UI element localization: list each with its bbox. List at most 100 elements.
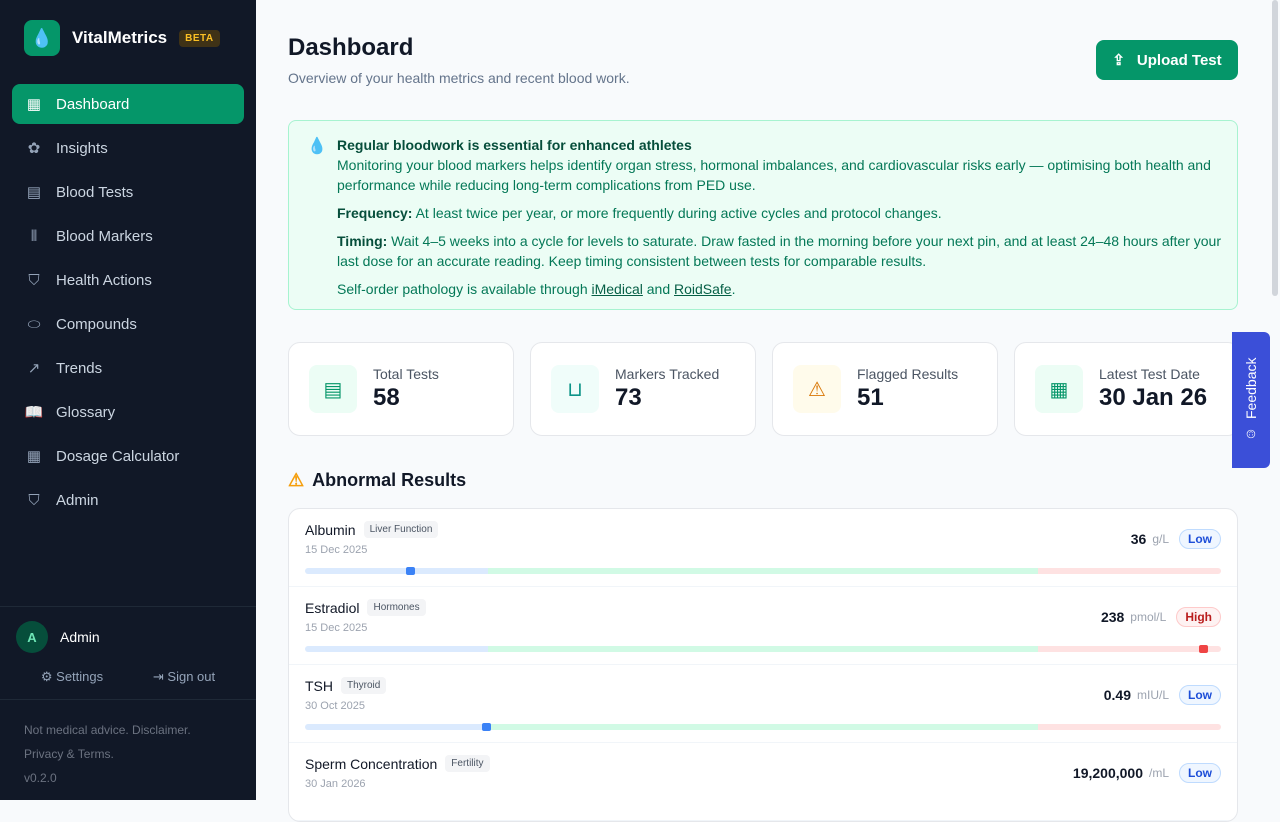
stat-card: ⊔ Markers Tracked 73 — [530, 342, 756, 436]
sidebar-item-blood-markers[interactable]: ⫴ Blood Markers — [12, 216, 244, 256]
and-text: and — [642, 281, 674, 297]
period: . — [731, 281, 736, 297]
brand[interactable]: 💧 VitalMetrics BETA — [0, 0, 256, 76]
sidebar-item-label: Blood Markers — [56, 227, 153, 245]
abnormal-results-list: Albumin Liver Function 15 Dec 2025 36 g/L Low… — [288, 508, 1238, 822]
frequency-text: At least twice per year, or more frequen… — [412, 205, 942, 221]
marker-value: 238 — [1100, 609, 1125, 625]
marker-name: TSH — [305, 677, 333, 694]
grid-icon: ▦ — [26, 96, 42, 113]
marker-unit: pmol/L — [1130, 610, 1167, 624]
sidebar-item-health-actions[interactable]: ⛉ Health Actions — [12, 260, 244, 300]
sidebar-item-label: Health Actions — [56, 271, 152, 289]
feedback-tab[interactable]: ☺ Feedback — [1232, 332, 1270, 468]
calendar-icon: ▦ — [1035, 365, 1083, 413]
order-text: Self-order pathology is available throug… — [337, 281, 592, 297]
beaker-icon: ⊔ — [551, 365, 599, 413]
sidebar-item-label: Dosage Calculator — [56, 447, 180, 465]
stats-row: ▤ Total Tests 58 ⊔ Markers Tracked 73 ⚠ Flagged… — [288, 342, 1240, 436]
stat-value: 51 — [857, 384, 884, 411]
sidebar-item-dosage-calculator[interactable]: ▦ Dosage Calculator — [12, 436, 244, 476]
beta-badge: BETA — [179, 29, 220, 47]
marker-value: 0.49 — [1103, 687, 1131, 703]
logo-drop-icon: 💧 — [24, 20, 60, 56]
table-row[interactable]: Albumin Liver Function 15 Dec 2025 36 g/L Low — [289, 509, 1237, 587]
page-subtitle: Overview of your health metrics and rece… — [288, 70, 630, 86]
settings-label: Settings — [56, 669, 104, 684]
info-title: Regular bloodwork is essential for enhan… — [337, 137, 692, 153]
gear-icon: ⚙ — [40, 669, 57, 684]
pill-icon: ⬭ — [27, 315, 41, 333]
abnormal-title: Abnormal Results — [312, 470, 467, 490]
sign-out-label: Sign out — [167, 669, 216, 684]
category-tag: Hormones — [367, 599, 426, 616]
test-date: 15 Dec 2025 — [305, 544, 368, 556]
info-timing: Timing: Wait 4–5 weeks into a cycle for … — [337, 231, 1221, 271]
sidebar-item-glossary[interactable]: 📖 Glossary — [12, 392, 244, 432]
timing-label: Timing: — [337, 233, 388, 249]
status-badge: Low — [1179, 685, 1221, 705]
file-text-icon: ▤ — [26, 184, 42, 201]
range-bar — [305, 646, 1221, 652]
sign-out-button[interactable]: ⇥ Sign out — [153, 669, 215, 685]
status-badge: Low — [1179, 763, 1221, 783]
feedback-label: Feedback — [1243, 357, 1259, 419]
sidebar-item-dashboard[interactable]: ▦ Dashboard — [12, 84, 244, 124]
stat-label: Markers Tracked — [615, 366, 720, 382]
user-name: Admin — [60, 629, 100, 645]
marker-unit: /mL — [1148, 766, 1169, 780]
sidebar-item-insights[interactable]: ✿ Insights — [12, 128, 244, 168]
test-date: 15 Dec 2025 — [305, 622, 368, 634]
brain-icon: ✿ — [27, 140, 41, 157]
marker-unit: mIU/L — [1136, 688, 1169, 702]
sidebar: 💧 VitalMetrics BETA ▦ Dashboard ✿ Insights ▤… — [0, 0, 256, 800]
settings-button[interactable]: ⚙ Settings — [41, 669, 103, 685]
sidebar-nav: ▦ Dashboard ✿ Insights ▤ Blood Tests ⫴ Blood Ma… — [0, 76, 256, 532]
stat-value: 58 — [373, 384, 400, 411]
abnormal-results-heading: ⚠ Abnormal Results — [288, 470, 466, 491]
stat-card: ▤ Total Tests 58 — [288, 342, 514, 436]
calculator-icon: ▦ — [26, 448, 42, 465]
upload-test-button[interactable]: ⇪ Upload Test — [1096, 40, 1238, 80]
marker-unit: g/L — [1152, 532, 1169, 546]
frequency-label: Frequency: — [337, 205, 413, 221]
user-panel: A Admin ⚙ Settings ⇥ Sign out — [0, 606, 256, 699]
shield-icon: ⛉ — [28, 491, 40, 509]
stat-card: ⚠ Flagged Results 51 — [772, 342, 998, 436]
privacy-link[interactable]: Privacy & Terms. — [24, 747, 114, 761]
sidebar-item-label: Insights — [56, 139, 108, 157]
test-date: 30 Oct 2025 — [305, 700, 365, 712]
imedical-link[interactable]: iMedical — [591, 281, 643, 297]
sidebar-item-label: Compounds — [56, 315, 137, 333]
sidebar-item-blood-tests[interactable]: ▤ Blood Tests — [12, 172, 244, 212]
table-row[interactable]: Sperm Concentration Fertility 30 Jan 2026 1… — [289, 743, 1237, 821]
page-title: Dashboard — [288, 34, 414, 61]
table-row[interactable]: Estradiol Hormones 15 Dec 2025 238 pmol/L Hig… — [289, 587, 1237, 665]
stat-value: 73 — [615, 384, 642, 411]
upload-icon: ⇪ — [1112, 52, 1125, 69]
marker-value: 36 — [1130, 531, 1147, 547]
roidsafe-link[interactable]: RoidSafe — [674, 281, 732, 297]
trending-up-icon: ↗ — [27, 360, 41, 377]
sidebar-item-compounds[interactable]: ⬭ Compounds — [12, 304, 244, 344]
shield-check-icon: ⛉ — [28, 271, 40, 289]
avatar: A — [16, 621, 48, 653]
sidebar-item-label: Dashboard — [56, 95, 130, 113]
disclaimer-link[interactable]: Not medical advice. Disclaimer. — [24, 723, 191, 737]
marker-value: 19,200,000 — [1072, 765, 1143, 781]
version: v0.2.0 — [24, 771, 57, 785]
category-tag: Thyroid — [341, 677, 387, 694]
scrollbar[interactable] — [1272, 0, 1278, 296]
range-bar — [305, 568, 1221, 574]
sidebar-item-label: Admin — [56, 491, 99, 509]
value-marker — [406, 567, 416, 575]
stat-label: Total Tests — [373, 366, 439, 382]
sidebar-item-trends[interactable]: ↗ Trends — [12, 348, 244, 388]
info-frequency: Frequency: At least twice per year, or m… — [337, 203, 1221, 223]
sidebar-item-admin[interactable]: ⛉ Admin — [12, 480, 244, 520]
app-name: VitalMetrics — [72, 28, 168, 47]
droplets-icon: 💧 — [307, 138, 327, 155]
marker-name: Sperm Concentration — [305, 755, 438, 772]
table-row[interactable]: TSH Thyroid 30 Oct 2025 0.49 mIU/L Low — [289, 665, 1237, 743]
upload-label: Upload Test — [1136, 51, 1222, 69]
